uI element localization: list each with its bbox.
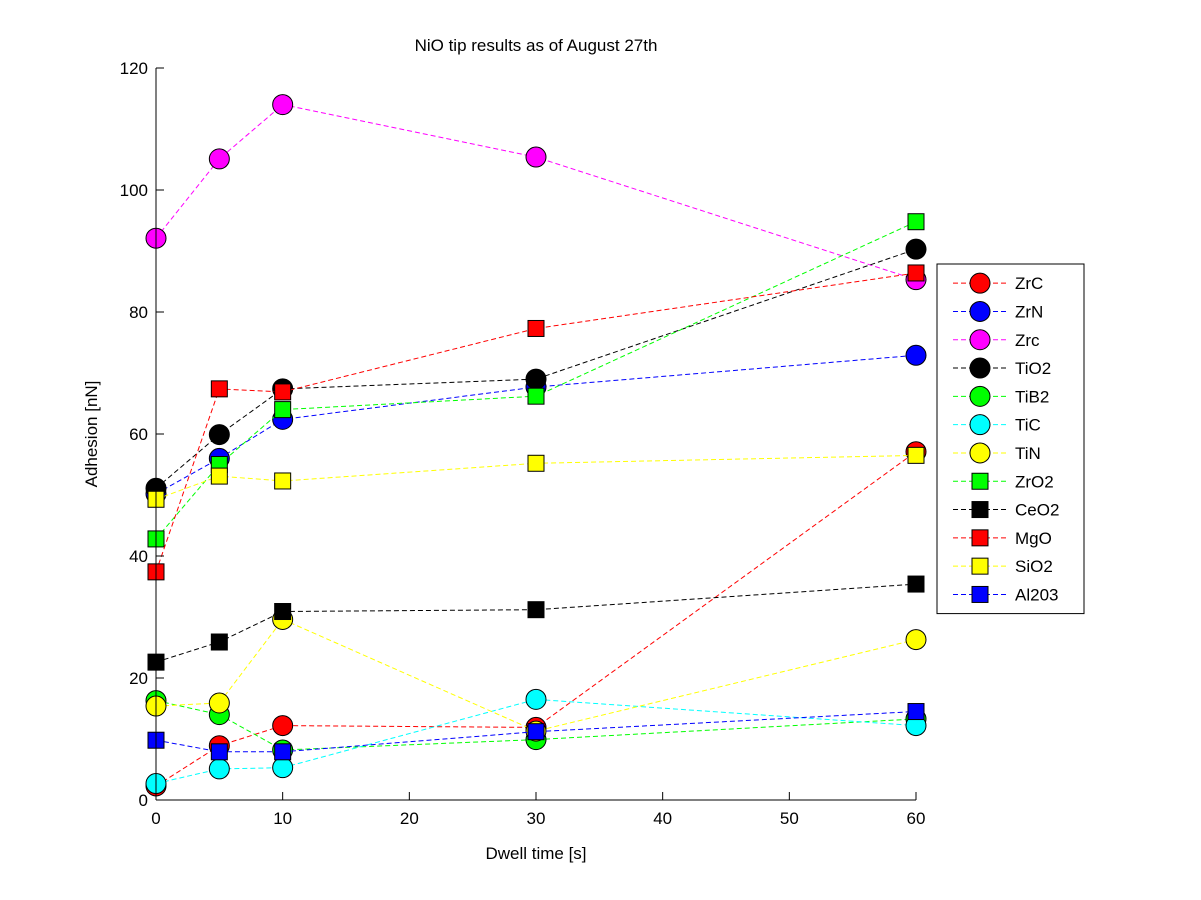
legend-marker (971, 585, 989, 603)
legend-item: ZrN (953, 300, 1043, 322)
legend-item: TiB2 (953, 385, 1049, 407)
axes: 0 10 20 30 40 50 60 0 20 40 60 80 100 120 (120, 59, 926, 828)
data-point (907, 446, 925, 464)
data-point (527, 454, 545, 472)
x-tick-label: 60 (907, 809, 926, 828)
x-tick-label: 50 (780, 809, 799, 828)
legend-item: MgO (953, 529, 1052, 548)
data-point (905, 238, 927, 260)
data-point (272, 94, 294, 116)
data-point (208, 758, 230, 780)
data-point (274, 603, 292, 621)
y-tick-label: 100 (120, 181, 148, 200)
data-point (527, 387, 545, 405)
series-mgo (147, 264, 925, 581)
legend-marker (969, 385, 991, 407)
legend-marker (969, 442, 991, 464)
legend-marker (971, 529, 989, 547)
data-point (210, 380, 228, 398)
data-point (525, 146, 547, 168)
x-tick-label: 30 (527, 809, 546, 828)
series-tic (145, 688, 927, 795)
legend-label: TiC (1015, 416, 1041, 435)
data-point (274, 743, 292, 761)
legend-label: CeO2 (1015, 501, 1059, 520)
data-point (210, 743, 228, 761)
data-point (525, 368, 547, 390)
legend-marker (969, 300, 991, 322)
data-point (527, 723, 545, 741)
legend-item: Zrc (953, 329, 1040, 351)
legend-marker (969, 329, 991, 351)
legend-label: SiO2 (1015, 557, 1053, 576)
legend-label: ZrC (1015, 274, 1043, 293)
plot-area (145, 94, 927, 797)
legend: ZrC ZrN Zrc TiO2 TiB2 TiC TiN ZrO2 CeO2 MgO SiO2 Al… (936, 263, 1085, 615)
data-point (274, 383, 292, 401)
x-axis-label: Dwell time [s] (485, 844, 586, 863)
series-al203 (147, 703, 925, 761)
data-point (907, 575, 925, 593)
data-point (527, 601, 545, 619)
series-sio2 (147, 446, 925, 508)
chart-title: NiO tip results as of August 27th (415, 36, 658, 55)
legend-item: ZrC (953, 272, 1043, 294)
legend-item: TiC (953, 414, 1041, 436)
data-point (907, 213, 925, 231)
y-tick-label: 120 (120, 59, 148, 78)
legend-item: ZrO2 (953, 472, 1054, 491)
legend-marker (971, 501, 989, 519)
legend-box (936, 263, 1085, 615)
data-point (527, 319, 545, 337)
data-point (210, 467, 228, 485)
data-point (208, 424, 230, 446)
legend-item: SiO2 (953, 557, 1053, 576)
series-line (155, 451, 917, 787)
legend-label: ZrN (1015, 302, 1043, 321)
legend-item: Al203 (953, 585, 1058, 604)
legend-label: ZrO2 (1015, 472, 1054, 491)
legend-marker (971, 557, 989, 575)
legend-marker (969, 357, 991, 379)
data-point (905, 344, 927, 366)
x-tick-label: 10 (273, 809, 292, 828)
legend-marker (969, 414, 991, 436)
legend-label: Al203 (1015, 585, 1058, 604)
series-line (155, 221, 917, 540)
x-tick-label: 40 (653, 809, 672, 828)
y-tick-label: 40 (129, 547, 148, 566)
legend-label: MgO (1015, 529, 1052, 548)
legend-item: CeO2 (953, 501, 1059, 520)
data-point (525, 688, 547, 710)
legend-item: TiO2 (953, 357, 1051, 379)
series-line (155, 711, 917, 753)
legend-marker (969, 272, 991, 294)
legend-label: Zrc (1015, 331, 1040, 350)
data-point (905, 629, 927, 651)
data-point (907, 703, 925, 721)
x-tick-label: 0 (151, 809, 160, 828)
data-point (208, 692, 230, 714)
data-point (210, 633, 228, 651)
data-point (208, 148, 230, 170)
legend-label: TiO2 (1015, 359, 1051, 378)
legend-marker (971, 472, 989, 490)
legend-label: TiB2 (1015, 387, 1049, 406)
y-tick-label: 60 (129, 425, 148, 444)
y-tick-label: 20 (129, 669, 148, 688)
y-tick-label: 0 (139, 791, 148, 810)
data-point (907, 264, 925, 282)
legend-item: TiN (953, 442, 1041, 464)
data-point (272, 757, 294, 779)
data-point (272, 715, 294, 737)
legend-label: TiN (1015, 444, 1041, 463)
data-point (274, 472, 292, 490)
x-tick-label: 20 (400, 809, 419, 828)
y-axis-label: Adhesion [nN] (82, 381, 101, 488)
y-tick-label: 80 (129, 303, 148, 322)
data-point (274, 401, 292, 419)
